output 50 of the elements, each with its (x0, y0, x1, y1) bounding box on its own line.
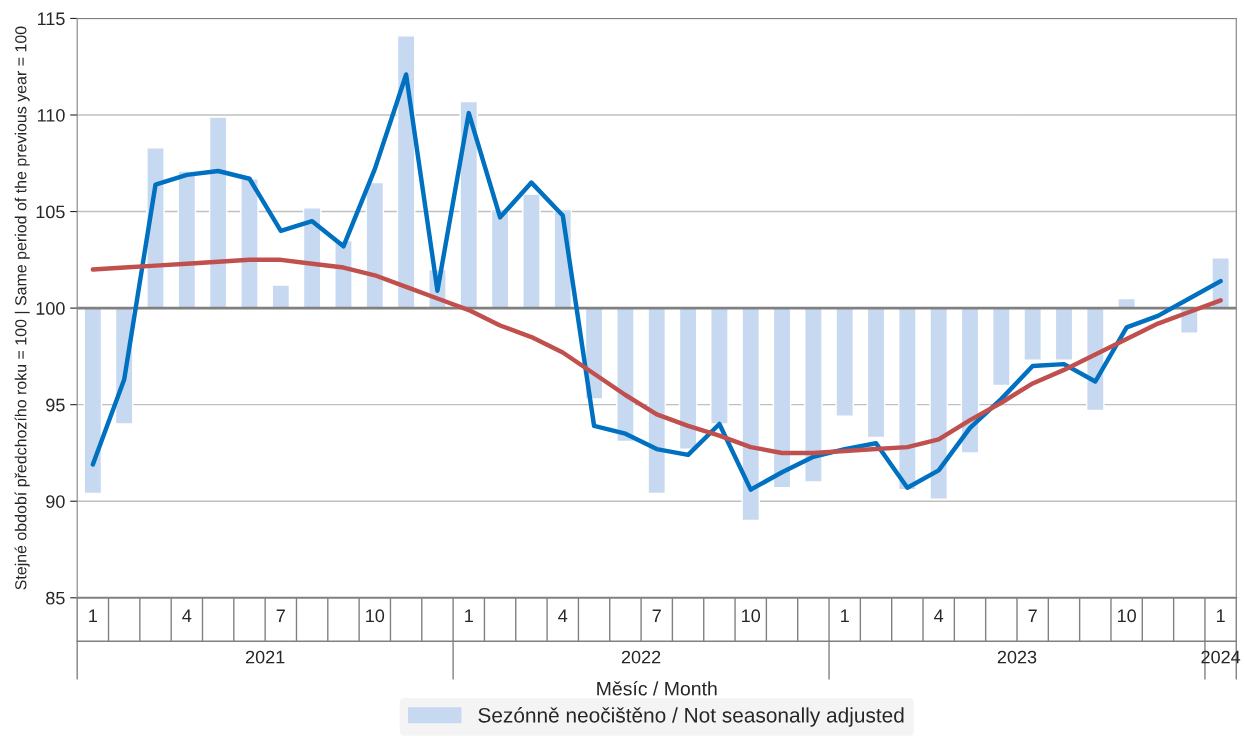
y-tick-label: 90 (46, 495, 65, 508)
line-series (90, 257, 1223, 456)
line-series (90, 72, 1223, 492)
bar (710, 307, 729, 425)
bar (616, 307, 635, 443)
bar (647, 307, 667, 495)
x-tick-label: 10 (1117, 609, 1136, 623)
bar (208, 116, 228, 309)
x-tick-label: 4 (934, 609, 944, 622)
bar (804, 307, 823, 483)
text: 2023 (997, 650, 1037, 664)
bar (992, 307, 1011, 387)
y-tick-label: 105 (36, 205, 65, 219)
bar (522, 193, 541, 309)
text: 2022 (621, 650, 661, 664)
x-tick-label: 10 (742, 609, 761, 623)
x-tick-label: 10 (366, 609, 385, 623)
x-tick-label: 4 (558, 609, 568, 622)
bar (741, 307, 761, 522)
bar (83, 307, 103, 495)
x-tick-label: 1 (465, 609, 473, 622)
x-tick-label: 7 (652, 609, 661, 622)
bar (365, 181, 385, 309)
bar (772, 307, 792, 489)
bar (271, 284, 291, 309)
y-axis-title: Stejné období předchozího roku = 100 | Same period of the previous year = 100 (14, 26, 30, 590)
bar (929, 307, 948, 500)
bar (866, 307, 886, 439)
x-tick-label: 7 (276, 609, 285, 622)
x-tick-label: 7 (1028, 609, 1037, 622)
bar (1054, 307, 1074, 361)
bar (490, 208, 510, 309)
bar (240, 178, 259, 309)
y-tick-label: 100 (36, 302, 65, 315)
x-axis-title: Měsíc / Month (597, 681, 717, 696)
bar (898, 307, 917, 491)
y-tick-label: 115 (37, 12, 65, 26)
x-tick-label: 1 (1216, 609, 1225, 622)
bar (678, 307, 698, 450)
x-tick-label: 1 (89, 609, 97, 622)
bar (1023, 307, 1042, 361)
x-tick-label: 1 (841, 609, 849, 622)
y-tick-label: 110 (37, 108, 65, 122)
x-tick-label: 4 (182, 609, 192, 622)
y-tick-label: 95 (46, 398, 65, 412)
y-tick-label: 85 (46, 591, 65, 605)
bar (835, 307, 855, 417)
text: 2021 (245, 650, 285, 664)
bar (459, 100, 479, 309)
legend-label: Sezónně neočištěno / Not seasonally adjusted (478, 707, 904, 727)
